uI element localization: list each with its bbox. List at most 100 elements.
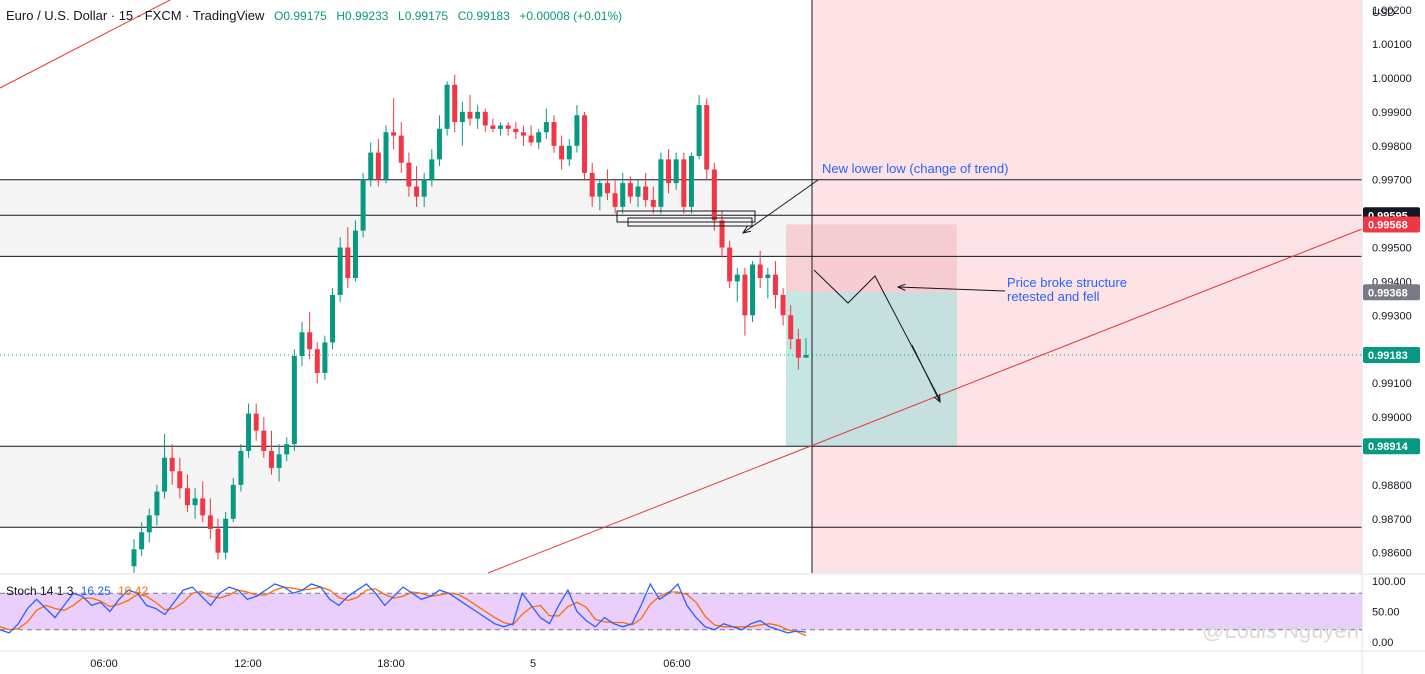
- y-tick-label: 1.00100: [1372, 39, 1412, 51]
- candle-body: [688, 155, 694, 207]
- candle-body: [184, 488, 190, 506]
- candle-body: [475, 111, 481, 119]
- candle-body: [612, 193, 618, 207]
- stoch-k-value: 16.25: [80, 584, 111, 598]
- trendline-lower: [487, 228, 1363, 574]
- price-label: 0.99568: [1368, 219, 1408, 231]
- stoch-tick-label: 100.00: [1372, 576, 1406, 588]
- stoch-k-line: [0, 582, 807, 634]
- candle-body: [162, 457, 168, 492]
- drawings: [0, 0, 1363, 574]
- candle-body: [666, 159, 672, 184]
- x-tick-label: 06:00: [90, 658, 118, 670]
- candle-body: [330, 294, 336, 343]
- candle-body: [582, 115, 588, 173]
- annotation-broke-structure-1[interactable]: Price broke structure: [1007, 275, 1127, 290]
- stoch-name: Stoch 14 1 3: [6, 584, 74, 598]
- candle-body: [398, 135, 404, 163]
- time-axis[interactable]: 06:00 12:00 18:00 5 06:00: [0, 650, 1425, 670]
- candles: [131, 74, 809, 573]
- candle-body: [482, 111, 488, 126]
- stochastic-pane: 100.00 50.00 0.00: [0, 573, 1425, 649]
- y-tick-label: 1.00000: [1372, 73, 1412, 85]
- arrow-projection: [911, 344, 941, 403]
- y-tick-label: 0.99900: [1372, 107, 1412, 119]
- candle-body: [788, 315, 794, 340]
- candle-body: [505, 125, 511, 129]
- candle-body: [261, 430, 267, 451]
- candle-body: [368, 152, 374, 180]
- candle-body: [780, 294, 786, 316]
- candle-body: [360, 179, 366, 231]
- x-tick-label: 18:00: [377, 658, 405, 670]
- candle-body: [139, 532, 145, 550]
- x-tick-label: 12:00: [234, 658, 262, 670]
- symbol-title[interactable]: Euro / U.S. Dollar · 15 · FXCM · Trading…: [6, 8, 265, 23]
- candle-body: [658, 159, 664, 207]
- candle-body: [299, 332, 305, 357]
- candle-body: [742, 274, 748, 316]
- stoch-tick-label: 0.00: [1372, 637, 1393, 649]
- candle-body: [750, 264, 756, 316]
- take-profit-zone: [786, 292, 957, 447]
- candle-body: [284, 444, 290, 455]
- stoch-header[interactable]: Stoch 14 1 3 16.25 10.42: [6, 584, 148, 598]
- candle-body: [230, 484, 236, 519]
- candle-body: [215, 528, 221, 553]
- candle-body: [681, 159, 687, 207]
- ohlc-close: C0.99183: [457, 9, 510, 23]
- y-tick-label: 0.98800: [1372, 480, 1412, 492]
- y-tick-label: 0.98600: [1372, 548, 1412, 560]
- y-tick-label: 1.00200: [1372, 5, 1412, 17]
- candle-body: [177, 471, 183, 489]
- stoch-band: [0, 593, 1362, 630]
- structure-box: [627, 217, 753, 227]
- trendline-upper: [0, 0, 171, 89]
- candle-body: [391, 132, 397, 136]
- candle-body: [643, 186, 649, 201]
- candle-body: [528, 135, 534, 143]
- candle-body: [536, 132, 542, 143]
- background-layer: [0, 0, 1362, 573]
- candle-body: [207, 515, 213, 529]
- candle-body: [452, 84, 458, 123]
- axis-background: [1362, 0, 1425, 674]
- arrow-projection-head: [933, 393, 941, 404]
- candle-body: [154, 491, 160, 516]
- candle-body: [520, 132, 526, 136]
- candle-body: [734, 274, 740, 282]
- price-label-box: [1363, 284, 1420, 301]
- candle-body: [337, 247, 343, 295]
- annotation-lower-low[interactable]: New lower low (change of trend): [822, 161, 1009, 176]
- candle-body: [345, 247, 351, 279]
- candle-body: [414, 186, 420, 197]
- candle-body: [276, 454, 282, 468]
- candle-body: [696, 105, 702, 156]
- candle-body: [291, 356, 297, 445]
- candle-body: [406, 162, 412, 187]
- axis-currency: USD: [1372, 7, 1395, 19]
- candle-body: [436, 128, 442, 160]
- arrow-lower-low-head: [741, 225, 751, 234]
- x-tick-label: 06:00: [663, 658, 691, 670]
- arrow-lower-low: [742, 179, 819, 234]
- price-label: 0.99183: [1368, 350, 1408, 362]
- candle-body: [650, 200, 656, 207]
- candle-body: [589, 172, 595, 197]
- x-tick-label: 5: [530, 658, 536, 670]
- candle-body: [635, 186, 641, 197]
- candle-body: [200, 498, 206, 516]
- candle-body: [375, 152, 381, 180]
- candle-body: [498, 125, 504, 129]
- candle-body: [704, 105, 710, 170]
- annotation-broke-structure-2[interactable]: retested and fell: [1007, 289, 1100, 304]
- candle-body: [429, 159, 435, 180]
- price-label-box: [1363, 438, 1420, 455]
- structure-box: [616, 210, 756, 223]
- candle-body: [352, 230, 358, 279]
- y-tick-label: 0.99000: [1372, 412, 1412, 424]
- candle-body: [421, 179, 427, 197]
- candle-body: [757, 264, 763, 279]
